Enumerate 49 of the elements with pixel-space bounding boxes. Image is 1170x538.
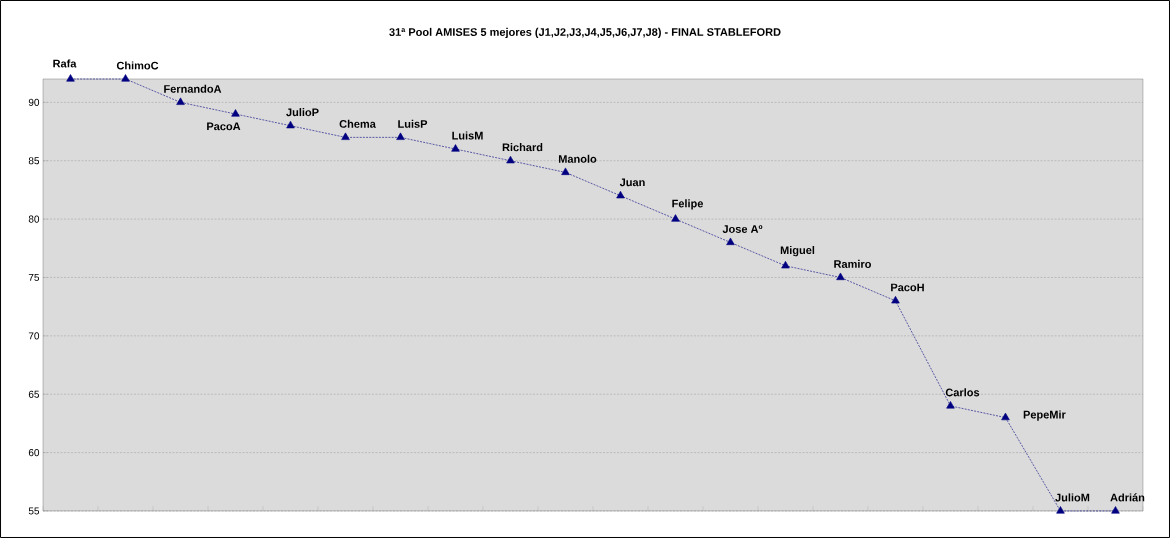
point [1111, 506, 1120, 514]
point [341, 132, 350, 140]
data-label: Felipe [672, 199, 704, 210]
data-label: Richard [502, 143, 543, 152]
y-tick-label: 80 [28, 215, 40, 223]
data-label: Chema [339, 119, 376, 128]
y-tick-label: 55 [28, 507, 40, 515]
data-label: Manolo [558, 154, 597, 163]
chart-title: 31ª Pool AMISES 5 mejores (J1,J2,J3,J4,J5,J6,J7,J8) - FINAL STABLEFORD [389, 27, 781, 39]
point [616, 190, 625, 199]
point [396, 132, 405, 140]
point [231, 109, 240, 117]
point [286, 120, 295, 129]
data-label: Adrián [1110, 493, 1145, 502]
data-label: Juan [619, 178, 645, 187]
data-label: FernandoA [164, 84, 222, 93]
point [1001, 412, 1010, 421]
point [176, 97, 185, 105]
y-tick-label: 90 [28, 98, 40, 106]
point [121, 74, 130, 82]
data-label: Ramiro [834, 259, 871, 268]
point [946, 401, 955, 409]
y-tick-label: 75 [28, 273, 40, 281]
y-tick-label: 60 [28, 449, 40, 457]
point [671, 214, 680, 222]
point [726, 237, 735, 245]
data-label: Jose Aº [722, 225, 763, 233]
point [66, 74, 75, 82]
point [781, 261, 790, 269]
point [506, 155, 515, 164]
data-label: LuisP [398, 119, 428, 128]
point [1056, 506, 1065, 514]
point [836, 272, 845, 281]
data-label: Rafa [53, 59, 77, 68]
y-tick-label: 65 [28, 390, 40, 398]
data-label: ChimoC [116, 61, 159, 70]
data-label: PacoA [207, 122, 241, 131]
point [891, 296, 900, 304]
y-tick-label: 85 [28, 157, 40, 165]
data-label: JulioP [286, 108, 319, 117]
data-label: JulioM [1055, 493, 1090, 502]
data-label: Carlos [945, 388, 980, 397]
data-label: Miguel [780, 245, 815, 257]
y-tick-label: 70 [28, 332, 40, 340]
point [561, 167, 570, 175]
data-label: LuisM [452, 131, 483, 140]
data-label: PepeMir [1023, 410, 1066, 421]
data-label: PacoH [891, 283, 924, 292]
point [451, 144, 460, 152]
